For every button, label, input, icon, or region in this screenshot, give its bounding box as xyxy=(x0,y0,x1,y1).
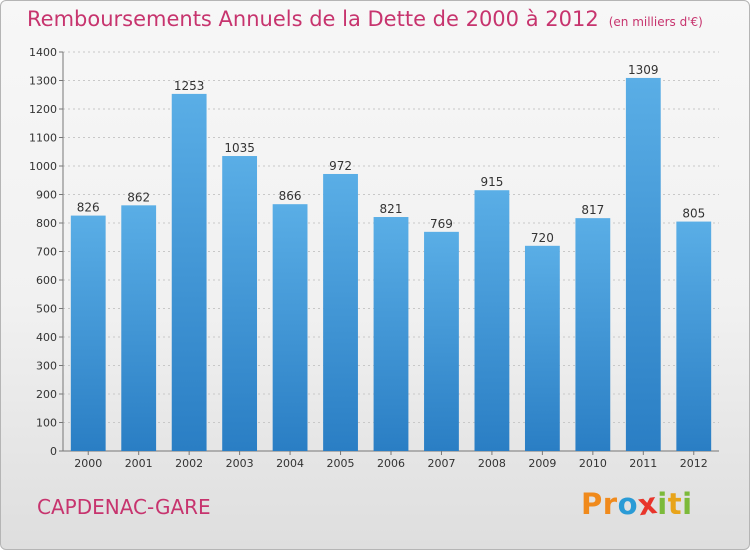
commune-name: CAPDENAC-GARE xyxy=(37,495,211,519)
data-label-2007: 769 xyxy=(430,217,453,231)
data-label-2010: 817 xyxy=(581,203,604,217)
bar-2004 xyxy=(272,204,308,451)
bar-2008 xyxy=(474,190,510,451)
data-label-2011: 1309 xyxy=(628,63,659,77)
y-tick-label: 1100 xyxy=(29,132,57,145)
y-tick-label: 1000 xyxy=(29,160,57,173)
x-tick-label-2002: 2002 xyxy=(175,457,203,470)
chart-subtitle: (en milliers d'€) xyxy=(608,15,703,29)
y-tick-label: 300 xyxy=(36,360,57,373)
y-tick-label: 0 xyxy=(50,445,57,458)
x-tick-label-2004: 2004 xyxy=(276,457,304,470)
data-labels: 826 862 1253 1035 866 972 821 769 915 720 817 1309 8… xyxy=(77,63,705,245)
y-tick-label: 1200 xyxy=(29,103,57,116)
x-tick-label-2006: 2006 xyxy=(377,457,405,470)
data-label-2004: 866 xyxy=(279,189,302,203)
bar-chart: 826 862 1253 1035 866 972 821 769 915 720 817 1309 8… xyxy=(29,46,719,470)
logo-letter: i xyxy=(657,487,668,521)
y-tick-label: 500 xyxy=(36,303,57,316)
x-tick-label-2001: 2001 xyxy=(125,457,153,470)
x-tick-label-2007: 2007 xyxy=(427,457,455,470)
y-tick-label: 400 xyxy=(36,331,57,344)
bar-2011 xyxy=(625,77,661,451)
bar-2007 xyxy=(424,231,459,451)
x-tick-label-2012: 2012 xyxy=(680,457,708,470)
y-tick-label: 200 xyxy=(36,388,57,401)
bar-2006 xyxy=(373,217,409,451)
data-label-2003: 1035 xyxy=(224,141,255,155)
y-tick-label: 700 xyxy=(36,246,57,259)
data-label-2006: 821 xyxy=(380,202,403,216)
data-label-2009: 720 xyxy=(531,231,554,245)
y-tick-label: 1400 xyxy=(29,46,57,59)
y-tick-labels: 0 100 200 300 400 500 600 700 800 900 1000 1100 1200… xyxy=(29,46,57,458)
bar-2000 xyxy=(70,215,106,451)
data-label-2005: 972 xyxy=(329,159,352,173)
x-tick-labels: 2000 2001 2002 2003 2004 2005 2006 2007 2008 2009… xyxy=(74,457,708,470)
y-tick-label: 600 xyxy=(36,274,57,287)
bar-2012 xyxy=(676,221,712,451)
bar-2010 xyxy=(575,218,611,451)
y-tick-label: 100 xyxy=(36,417,57,430)
y-tick-label: 900 xyxy=(36,189,57,202)
chart-title: Remboursements Annuels de la Dette de 20… xyxy=(27,7,599,31)
logo-letter: o xyxy=(617,487,639,521)
x-tick-label-2009: 2009 xyxy=(528,457,556,470)
bars xyxy=(70,77,712,452)
x-tick-label-2000: 2000 xyxy=(74,457,102,470)
x-tick-label-2005: 2005 xyxy=(327,457,355,470)
data-label-2008: 915 xyxy=(480,175,503,189)
data-label-2000: 826 xyxy=(77,201,100,215)
x-tick-label-2010: 2010 xyxy=(579,457,607,470)
bar-2002 xyxy=(171,93,207,452)
logo-letter: P xyxy=(581,487,603,521)
logo-letter: r xyxy=(602,487,618,521)
proxiti-logo[interactable]: Proxiti xyxy=(581,485,693,523)
x-tick-label-2003: 2003 xyxy=(226,457,254,470)
x-tick-label-2011: 2011 xyxy=(629,457,657,470)
logo-letter: t xyxy=(667,487,683,521)
data-label-2001: 862 xyxy=(127,190,150,204)
data-label-2002: 1253 xyxy=(174,79,205,93)
bar-2001 xyxy=(121,205,157,451)
data-label-2012: 805 xyxy=(682,207,705,221)
bar-2005 xyxy=(323,173,358,452)
bar-2003 xyxy=(222,156,258,451)
logo-letter: x xyxy=(635,485,660,523)
logo-letter: i xyxy=(682,487,693,521)
bar-2009 xyxy=(524,245,560,451)
title-row: Remboursements Annuels de la Dette de 20… xyxy=(27,7,703,31)
x-tick-label-2008: 2008 xyxy=(478,457,506,470)
y-tick-label: 1300 xyxy=(29,75,57,88)
y-tick-label: 800 xyxy=(36,217,57,230)
